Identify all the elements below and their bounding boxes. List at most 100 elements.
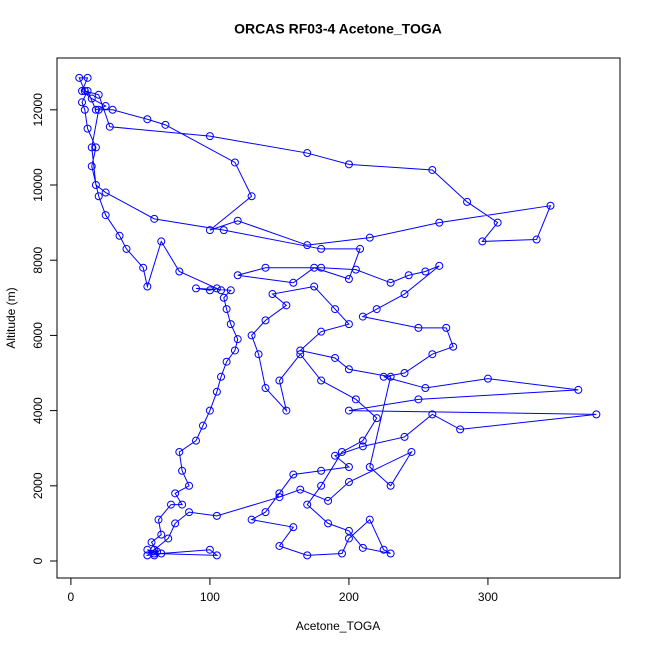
data-point bbox=[185, 481, 194, 490]
data-point bbox=[83, 124, 92, 133]
data-point bbox=[164, 534, 173, 543]
data-point bbox=[344, 275, 353, 284]
data-point bbox=[317, 244, 326, 253]
x-tick-label: 200 bbox=[339, 590, 359, 604]
data-point bbox=[205, 545, 214, 554]
data-point bbox=[331, 353, 340, 362]
data-point bbox=[344, 526, 353, 535]
data-point bbox=[230, 346, 239, 355]
data-point bbox=[94, 192, 103, 201]
data-point bbox=[324, 519, 333, 528]
data-point bbox=[212, 387, 221, 396]
data-point bbox=[574, 385, 583, 394]
data-point bbox=[247, 515, 256, 524]
data-point bbox=[87, 143, 96, 152]
data-point bbox=[268, 290, 277, 299]
data-point bbox=[296, 350, 305, 359]
data-point bbox=[324, 496, 333, 505]
y-tick-label: 0 bbox=[31, 557, 45, 564]
data-point bbox=[150, 214, 159, 223]
x-tick-label: 100 bbox=[200, 590, 220, 604]
data-point bbox=[192, 284, 201, 293]
data-point bbox=[310, 282, 319, 291]
data-point bbox=[247, 192, 256, 201]
data-point bbox=[275, 541, 284, 550]
data-point bbox=[356, 244, 365, 253]
data-point bbox=[456, 425, 465, 434]
data-point bbox=[331, 305, 340, 314]
data-point bbox=[435, 261, 444, 270]
data-point bbox=[358, 442, 367, 451]
data-point bbox=[175, 447, 184, 456]
data-point bbox=[275, 489, 284, 498]
data-point bbox=[150, 549, 159, 558]
y-tick-label: 12000 bbox=[31, 93, 45, 127]
data-point bbox=[261, 508, 270, 517]
data-point bbox=[261, 384, 270, 393]
data-point bbox=[463, 197, 472, 206]
data-point bbox=[80, 87, 89, 96]
data-point bbox=[139, 263, 148, 272]
data-point bbox=[261, 316, 270, 325]
data-point bbox=[337, 447, 346, 456]
data-point bbox=[233, 216, 242, 225]
data-point bbox=[344, 160, 353, 169]
data-point bbox=[87, 94, 96, 103]
data-point bbox=[205, 226, 214, 235]
data-point bbox=[317, 376, 326, 385]
data-point bbox=[150, 545, 159, 554]
data-point bbox=[219, 226, 228, 235]
y-tick-label: 6000 bbox=[31, 322, 45, 349]
data-point bbox=[261, 263, 270, 272]
data-point bbox=[212, 551, 221, 560]
data-point bbox=[161, 120, 170, 129]
data-point bbox=[331, 451, 340, 460]
data-point bbox=[222, 305, 231, 314]
x-tick-label: 0 bbox=[68, 590, 75, 604]
data-point bbox=[428, 350, 437, 359]
data-point bbox=[233, 335, 242, 344]
data-point bbox=[386, 278, 395, 287]
data-point bbox=[157, 530, 166, 539]
data-point bbox=[296, 346, 305, 355]
data-point bbox=[226, 286, 235, 295]
data-point bbox=[80, 105, 89, 114]
data-point bbox=[317, 466, 326, 475]
data-point bbox=[192, 436, 201, 445]
data-point bbox=[493, 218, 502, 227]
data-point bbox=[414, 395, 423, 404]
data-point bbox=[108, 105, 117, 114]
data-point bbox=[532, 235, 541, 244]
data-point bbox=[421, 267, 430, 276]
data-point bbox=[303, 500, 312, 509]
data-point bbox=[171, 519, 180, 528]
data-point bbox=[226, 320, 235, 329]
data-point bbox=[233, 271, 242, 280]
data-point bbox=[442, 323, 451, 332]
data-point bbox=[275, 493, 284, 502]
data-point bbox=[344, 478, 353, 487]
data-point bbox=[91, 181, 100, 190]
data-point bbox=[317, 263, 326, 272]
data-point bbox=[592, 410, 601, 419]
data-point bbox=[87, 162, 96, 171]
data-point bbox=[78, 98, 87, 107]
y-tick-label: 4000 bbox=[31, 397, 45, 424]
data-point bbox=[147, 538, 156, 547]
data-point bbox=[317, 481, 326, 490]
data-point bbox=[78, 87, 87, 96]
data-point bbox=[407, 447, 416, 456]
data-point bbox=[166, 500, 175, 509]
data-point bbox=[178, 466, 187, 475]
data-point bbox=[212, 511, 221, 520]
y-tick-label: 10000 bbox=[31, 168, 45, 202]
y-axis-label: Altitude (m) bbox=[4, 287, 18, 348]
chart-title: ORCAS RF03-4 Acetone_TOGA bbox=[234, 21, 442, 37]
data-point bbox=[546, 201, 555, 210]
data-point bbox=[386, 372, 395, 381]
data-point bbox=[351, 395, 360, 404]
data-point bbox=[303, 149, 312, 158]
data-point bbox=[365, 463, 374, 472]
data-point bbox=[289, 523, 298, 532]
data-point bbox=[386, 481, 395, 490]
